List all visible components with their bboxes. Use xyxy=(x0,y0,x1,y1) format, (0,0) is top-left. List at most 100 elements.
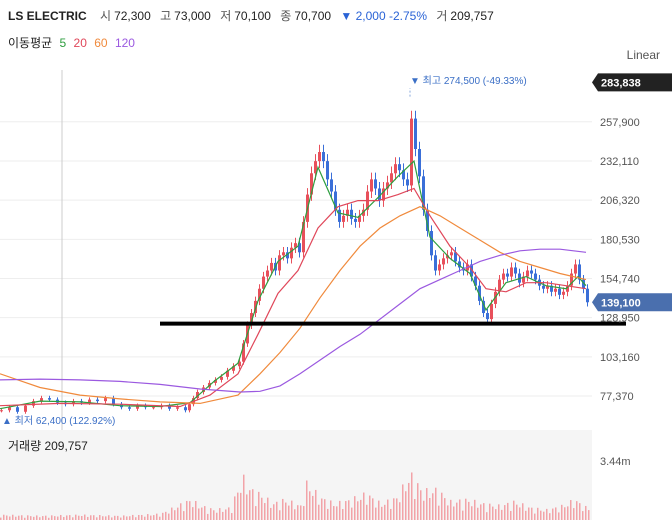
candles xyxy=(0,110,589,414)
volume-bar xyxy=(228,507,230,520)
volume-bar xyxy=(303,506,305,520)
volume-bar xyxy=(504,505,506,520)
volume-bar xyxy=(306,480,308,520)
ma-5[interactable]: 5 xyxy=(59,36,67,50)
ma-120[interactable]: 120 xyxy=(114,36,135,50)
volume-bar xyxy=(189,501,191,520)
scale-mode-toggle[interactable]: Linear xyxy=(626,48,660,62)
candle-body xyxy=(226,370,229,377)
candle-body xyxy=(486,313,489,320)
y-tick-label: 232,110 xyxy=(600,156,639,168)
volume-bar xyxy=(495,509,497,520)
volume-bar xyxy=(441,492,443,520)
candle-body xyxy=(136,405,139,409)
candle-body xyxy=(382,188,385,201)
volume-panel-label: 거래량 209,757 xyxy=(8,439,88,453)
volume-bar xyxy=(393,498,395,520)
candle-body xyxy=(418,148,421,177)
volume-bar xyxy=(537,507,539,520)
volume-bar xyxy=(315,489,317,520)
volume-bar xyxy=(102,516,104,520)
candle-body xyxy=(342,215,345,222)
candle-body xyxy=(188,404,191,411)
volume-bar xyxy=(534,513,536,520)
volume-bar xyxy=(468,501,470,520)
volume-bar xyxy=(54,516,56,520)
volume-bar xyxy=(123,515,125,520)
candle-body xyxy=(454,252,457,262)
candle-body xyxy=(414,118,417,149)
candle-body xyxy=(238,361,241,367)
volume-top-tick: 3.44m xyxy=(600,456,631,468)
volume-bar xyxy=(420,490,422,520)
ma-20[interactable]: 20 xyxy=(73,36,87,50)
candle-body xyxy=(184,407,187,411)
volume-bar xyxy=(531,507,533,520)
candle-body xyxy=(334,191,337,210)
volume-bar xyxy=(327,508,329,520)
candle-body xyxy=(298,243,301,253)
ma20-line xyxy=(0,187,587,408)
high-label: 고 xyxy=(160,9,172,23)
volume-bar xyxy=(159,516,161,520)
candle-body xyxy=(390,173,393,183)
volume-bar xyxy=(564,507,566,520)
ma-60[interactable]: 60 xyxy=(94,36,108,50)
volume-bar xyxy=(498,504,500,520)
moving-average-legend[interactable]: 이동평균 5 20 60 120 xyxy=(8,34,139,51)
volume-bar xyxy=(360,499,362,520)
volume-bar xyxy=(198,508,200,520)
volume-bar xyxy=(561,504,563,520)
volume-bar xyxy=(240,492,242,520)
volume-bar xyxy=(27,515,29,520)
volume-bar xyxy=(330,500,332,520)
top-price-tag-bg xyxy=(592,73,672,92)
volume-bar xyxy=(204,506,206,520)
current-price-tag: 139,100 xyxy=(601,297,641,309)
ma60-line xyxy=(0,206,587,405)
y-tick-label: 103,160 xyxy=(600,352,640,364)
open-label: 시 xyxy=(100,9,112,23)
volume-bar xyxy=(216,512,218,520)
candle-body xyxy=(566,285,569,292)
volume-bar xyxy=(444,498,446,520)
candle-body xyxy=(526,270,529,277)
volume-bar xyxy=(576,501,578,520)
volume-bar xyxy=(9,516,11,520)
volume-bar xyxy=(153,515,155,520)
volume-bar xyxy=(477,507,479,520)
y-tick-label: 180,530 xyxy=(600,234,640,246)
volume-bar xyxy=(492,506,494,520)
current-price-tag-bg xyxy=(592,293,672,312)
volume-bar xyxy=(318,504,320,520)
candle-body xyxy=(72,401,75,405)
volume-bar xyxy=(366,504,368,520)
volume-bar xyxy=(528,507,530,520)
volume-bar xyxy=(273,504,275,520)
volume-bar xyxy=(219,508,221,520)
candle-body xyxy=(510,267,513,277)
volume-bar xyxy=(279,510,281,520)
volume-bar xyxy=(378,500,380,520)
volume-bar xyxy=(540,510,542,520)
volume-bar xyxy=(570,500,572,520)
volume-bar xyxy=(45,515,47,520)
candle-body xyxy=(586,288,589,303)
volume-bar xyxy=(516,504,518,520)
candle-body xyxy=(24,405,27,412)
volume-bar xyxy=(231,513,233,520)
volume-bar xyxy=(180,503,182,520)
volume-bar xyxy=(132,514,134,520)
moving-average-lines xyxy=(0,159,587,410)
high-value: 73,000 xyxy=(174,9,211,23)
volume-bar xyxy=(138,514,140,520)
candle-body xyxy=(482,300,485,314)
y-tick-label: 257,900 xyxy=(600,117,640,129)
volume-bar xyxy=(69,515,71,520)
candle-body xyxy=(310,173,313,195)
y-tick-label: 206,320 xyxy=(600,195,640,207)
volume-bar xyxy=(183,511,185,520)
candle-body xyxy=(530,270,533,274)
candle-body xyxy=(550,285,553,292)
